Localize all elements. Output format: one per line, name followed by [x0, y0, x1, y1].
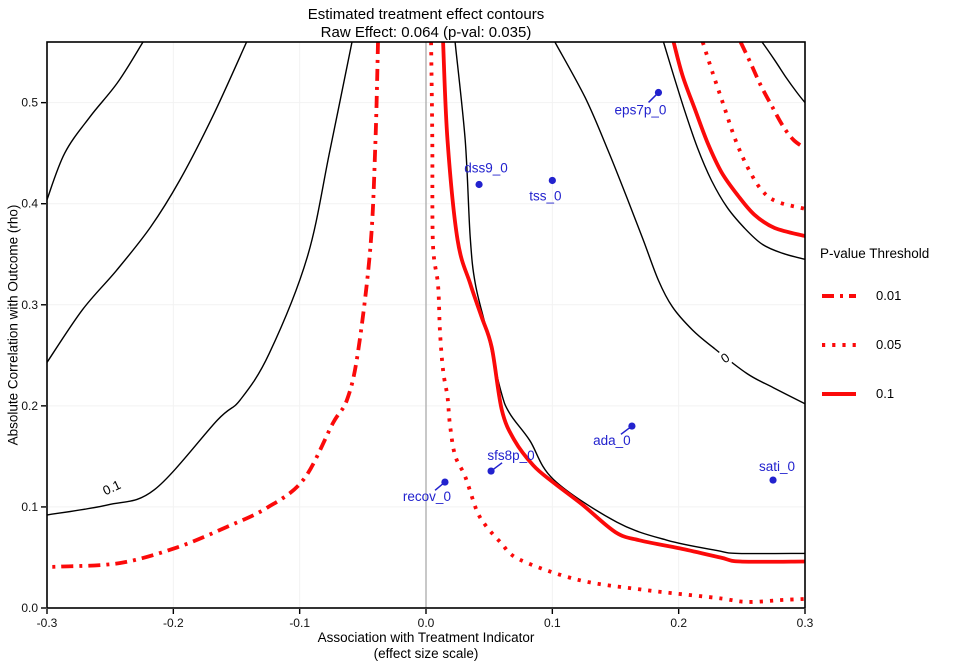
y-tick-label-0.2: 0.2	[21, 399, 38, 413]
y-tick-label-0.4: 0.4	[21, 197, 38, 211]
legend-title: P-value Threshold	[820, 246, 930, 261]
point-label-sati_0: sati_0	[759, 459, 795, 474]
effect-contour-contour-a	[47, 42, 144, 200]
chart-subtitle: Raw Effect: 0.064 (p-val: 0.035)	[320, 24, 532, 41]
point-sati_0	[769, 476, 777, 484]
legend: P-value Threshold 0.01 0.05 0.1	[820, 246, 958, 418]
y-tick-label-0.5: 0.5	[21, 96, 38, 110]
legend-item-label: 0.05	[876, 337, 902, 352]
contour-curves	[47, 42, 805, 604]
y-axis-title: Absolute Correlation with Outcome (rho)	[5, 204, 21, 446]
plot-border	[46, 41, 806, 609]
legend-item-0.01: 0.01	[820, 271, 958, 320]
legend-sample-dashdot-icon	[822, 293, 856, 298]
x-tick-label--0.2: -0.2	[163, 616, 184, 630]
x-axis-title-line1: Association with Treatment Indicator	[317, 630, 535, 645]
y-tick-label-0.3: 0.3	[21, 298, 38, 312]
chart-title: Estimated treatment effect contours	[307, 6, 545, 23]
point-label-sfs8p_0: sfs8p_0	[487, 448, 534, 463]
point-eps7p_0	[654, 88, 663, 97]
effect-contour-0.1	[47, 42, 353, 516]
legend-sample-dotted-icon	[822, 342, 856, 347]
effect-contour-contour-f	[662, 42, 805, 260]
x-tick-label--0.3: -0.3	[37, 616, 58, 630]
pvalue-contour-p01-topright	[738, 42, 805, 150]
legend-item-label: 0.01	[876, 288, 902, 303]
x-tick-label-0.3: 0.3	[797, 616, 814, 630]
point-recov_0	[441, 478, 449, 486]
effect-contour-0	[554, 42, 805, 405]
point-label-eps7p_0: eps7p_0	[615, 103, 667, 118]
legend-item-label: 0.1	[876, 386, 895, 401]
contour-label-0.1: 0.1	[100, 477, 123, 498]
pvalue-contour-p01-left	[47, 42, 380, 569]
point-tss_0	[548, 176, 556, 185]
x-tick-label-0.0: 0.0	[418, 616, 435, 630]
x-axis-title: Association with Treatment Indicator (ef…	[47, 630, 805, 662]
y-tick-label-0.1: 0.1	[21, 500, 38, 514]
effect-contour-contour-d	[454, 42, 805, 555]
point-label-recov_0: recov_0	[403, 489, 451, 504]
point-label-tss_0: tss_0	[529, 188, 561, 203]
point-sfs8p_0	[487, 467, 495, 475]
effect-contour-contour-g	[761, 42, 805, 104]
point-label-dss9_0: dss9_0	[464, 161, 508, 176]
pvalue-contour-p10-center	[441, 42, 805, 564]
contour-label-0: 0	[718, 350, 733, 366]
x-tick-label--0.1: -0.1	[289, 616, 310, 630]
pvalue-contour-p10-topright	[671, 42, 805, 238]
point-ada_0	[628, 422, 636, 430]
point-label-ada_0: ada_0	[593, 433, 631, 448]
x-tick-label-0.2: 0.2	[670, 616, 687, 630]
legend-item-0.1: 0.1	[820, 369, 958, 418]
pvalue-contour-p05-center	[429, 42, 805, 604]
effect-contour-contour-b	[47, 42, 248, 363]
legend-item-0.05: 0.05	[820, 320, 958, 369]
x-axis-title-line2: (effect size scale)	[373, 646, 479, 661]
x-tick-label-0.1: 0.1	[544, 616, 561, 630]
legend-sample-solid-icon	[822, 391, 856, 396]
point-dss9_0	[475, 180, 483, 189]
legend-items: 0.01 0.05 0.1	[820, 271, 958, 418]
y-tick-label-0.0: 0.0	[21, 601, 38, 615]
